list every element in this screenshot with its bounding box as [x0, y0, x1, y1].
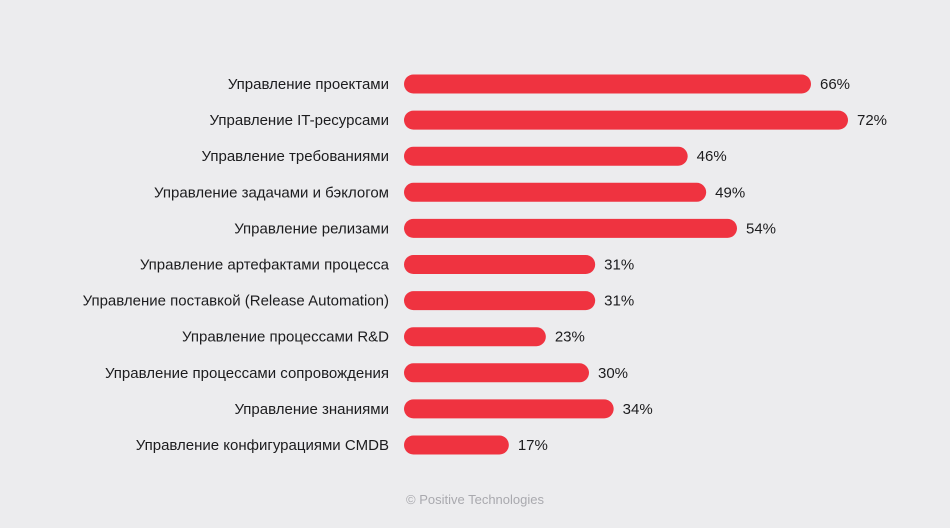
value-label: 30%	[598, 365, 628, 382]
bar	[404, 255, 596, 274]
category-label: Управление релизами	[234, 220, 389, 237]
bar	[404, 291, 596, 311]
copyright-footer: © Positive Technologies	[406, 492, 544, 507]
category-label: Управление процессами сопровождения	[105, 365, 389, 382]
value-label: 23%	[555, 329, 585, 346]
value-label: 66%	[820, 76, 850, 93]
value-label: 31%	[604, 257, 634, 274]
category-label: Управление процессами R&D	[182, 329, 389, 346]
bar	[404, 399, 614, 419]
bar	[404, 182, 707, 202]
bar	[404, 110, 848, 130]
value-label: 54%	[746, 220, 776, 237]
bar	[404, 435, 509, 455]
category-label: Управление артефактами процесса	[140, 257, 390, 274]
category-label: Управление задачами и бэклогом	[154, 184, 389, 201]
category-label: Управление IT-ресурсами	[210, 112, 389, 129]
category-label: Управление поставкой (Release Automation…	[83, 293, 389, 310]
bar	[404, 218, 737, 238]
value-label: 17%	[518, 437, 548, 454]
bar	[404, 146, 688, 166]
bar	[404, 327, 546, 347]
bar	[404, 74, 811, 94]
value-label: 72%	[857, 112, 887, 129]
bar	[404, 363, 589, 383]
value-label: 49%	[715, 184, 745, 201]
value-label: 31%	[604, 293, 634, 310]
category-label: Управление требованиями	[202, 148, 390, 165]
category-label: Управление проектами	[228, 76, 389, 93]
category-label: Управление знаниями	[234, 401, 389, 418]
value-label: 34%	[623, 401, 653, 418]
category-label: Управление конфигурациями CMDB	[136, 437, 389, 454]
value-label: 46%	[697, 148, 727, 165]
